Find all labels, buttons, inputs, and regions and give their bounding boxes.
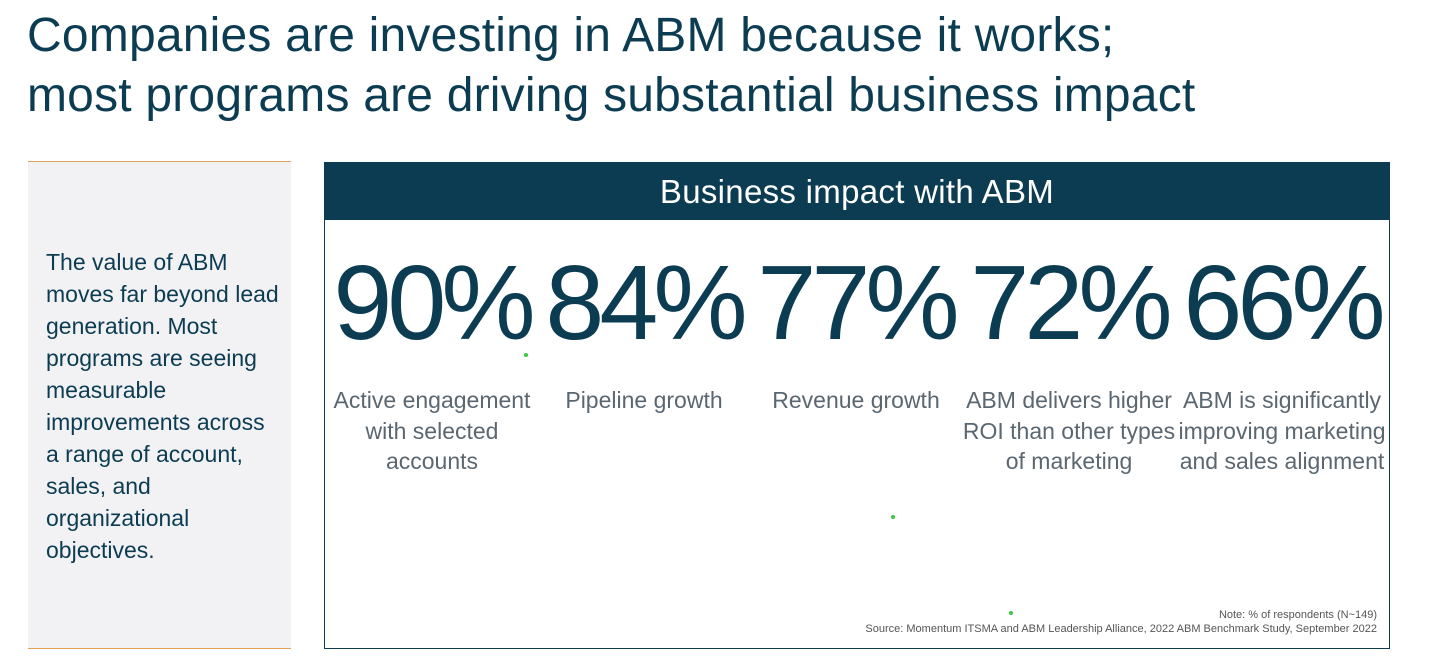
stat-value: 90% [333, 244, 535, 362]
footnotes: Note: % of respondents (N~149) Source: M… [865, 608, 1377, 636]
slide-title-line-1: Companies are investing in ABM because i… [27, 9, 1115, 62]
side-panel: The value of ABM moves far beyond lead g… [28, 161, 291, 649]
stat-label: Active engagement with selected accounts [333, 387, 531, 474]
stat-label: ABM delivers higher ROI than other types… [962, 387, 1176, 474]
stat-higher-roi: 72% ABM delivers higher ROI than other t… [962, 243, 1176, 477]
stat-pipeline-growth: 84% Pipeline growth [537, 243, 751, 416]
decorative-dot [1009, 611, 1013, 615]
stat-label: ABM is significantly improving marketing… [1178, 387, 1386, 474]
decorative-dot [524, 353, 528, 357]
business-impact-box: Business impact with ABM 90% Active enga… [324, 162, 1390, 649]
source-citation: Source: Momentum ITSMA and ABM Leadershi… [865, 623, 1377, 635]
business-impact-header: Business impact with ABM [325, 163, 1389, 220]
stat-label: Pipeline growth [565, 387, 723, 413]
stat-label: Revenue growth [772, 387, 940, 413]
slide-title-line-2: most programs are driving substantial bu… [27, 69, 1196, 122]
stat-value: 72% [970, 244, 1172, 362]
stat-sales-alignment: 66% ABM is significantly improving marke… [1175, 243, 1389, 477]
slide-title: Companies are investing in ABM because i… [27, 6, 1407, 126]
stat-value: 77% [757, 244, 959, 362]
stat-value: 84% [545, 244, 747, 362]
respondents-note: Note: % of respondents (N~149) [1218, 609, 1377, 621]
stat-revenue-growth: 77% Revenue growth [749, 243, 963, 416]
stat-value: 66% [1183, 244, 1385, 362]
side-panel-text: The value of ABM moves far beyond lead g… [46, 249, 279, 563]
decorative-dot [891, 515, 895, 519]
stat-active-engagement: 90% Active engagement with selected acco… [325, 243, 539, 477]
